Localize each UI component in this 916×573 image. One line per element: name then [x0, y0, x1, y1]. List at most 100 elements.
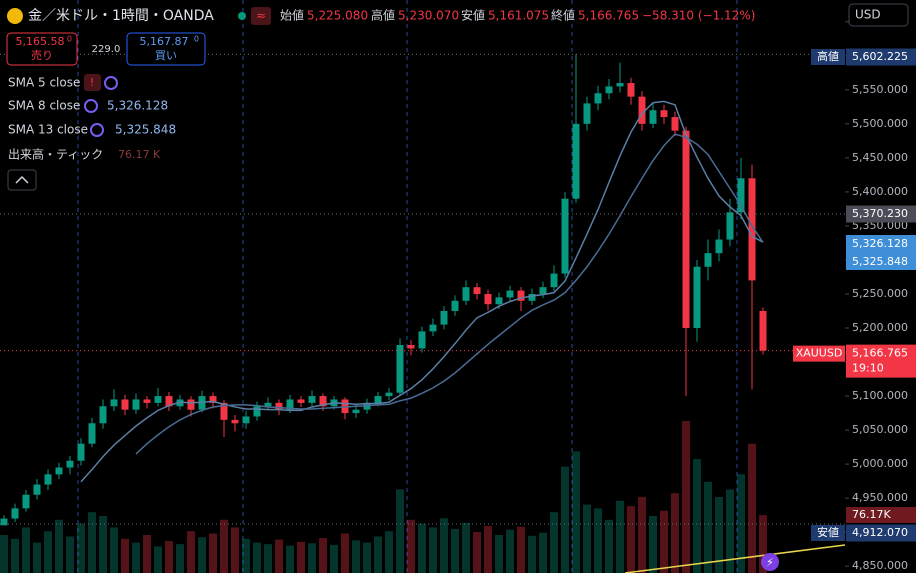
volume-bar: [341, 533, 349, 573]
volume-bar: [550, 512, 558, 573]
candle-body: [506, 290, 514, 298]
volume-bar: [594, 508, 602, 573]
low-value: 5,161.075: [488, 9, 549, 23]
volume-bar: [627, 506, 635, 573]
volume-tag-box: [846, 507, 916, 523]
volume-bar: [660, 510, 668, 573]
volume-bar: [462, 522, 470, 573]
candle-body: [605, 86, 613, 94]
candle-body: [418, 331, 426, 349]
volume-bar: [209, 533, 217, 573]
candle-body: [451, 300, 459, 311]
candle-body: [165, 396, 173, 407]
event-glyph: ⚡: [766, 556, 774, 569]
y-tick-label: 5,450.000: [852, 151, 908, 164]
volume-bar: [22, 527, 30, 573]
volume-bar: [583, 504, 591, 573]
low-tag: 4,912.070: [852, 526, 908, 539]
candle-body: [33, 484, 41, 495]
collapse-button[interactable]: [7, 169, 37, 191]
candle-body: [693, 266, 701, 329]
candle-body: [352, 409, 360, 414]
volume-bar: [242, 538, 250, 573]
high-label: 高値: [371, 8, 395, 23]
buy-button[interactable]: [126, 32, 206, 66]
volume-bar: [671, 493, 679, 573]
volume-bar: [187, 531, 195, 573]
candle-body: [649, 110, 657, 124]
market-status: [238, 12, 246, 20]
candle-body: [396, 345, 404, 393]
volume-bar: [693, 459, 701, 573]
candle-body: [561, 198, 569, 274]
warning-glyph: !: [90, 76, 94, 89]
loading-icon: [104, 76, 118, 90]
volume-bar: [330, 544, 338, 573]
candle-body: [704, 253, 712, 267]
sell-button[interactable]: [6, 32, 78, 66]
cross-tag-box: [846, 205, 916, 223]
volume-bar: [66, 536, 74, 573]
candle-body: [286, 399, 294, 410]
volume-bar: [319, 538, 327, 573]
price-axis: [845, 0, 916, 573]
volume-bar: [759, 515, 767, 573]
candle-body: [88, 423, 96, 444]
open-label: 始値: [280, 8, 304, 23]
candle-body: [671, 117, 679, 131]
candle-body: [187, 399, 195, 410]
candle-body: [583, 103, 591, 124]
candle-body: [682, 130, 690, 329]
price-tag-box: [846, 344, 916, 378]
spread: 229.0: [92, 44, 121, 55]
volume-bar: [616, 500, 624, 573]
candle-body: [627, 83, 635, 97]
symbol-icon: [7, 8, 23, 24]
candle-body: [0, 518, 8, 526]
candle-body: [22, 494, 30, 509]
volume-bar: [517, 526, 525, 573]
candle-body: [462, 287, 470, 301]
open-value: 5,225.080: [307, 9, 368, 23]
volume-bar: [407, 519, 415, 573]
volume-bar: [308, 543, 316, 573]
volume-bar: [286, 545, 294, 573]
indicator-value: 76.17 K: [118, 148, 161, 161]
sell-label: 売り: [31, 49, 53, 62]
loading-icon: [84, 99, 98, 113]
indicator-name: SMA 5 close: [8, 76, 80, 90]
volume-bar: [253, 542, 261, 573]
high-tag-label-box: [811, 49, 845, 65]
symbol-title: 金／米ドル・1時間・OANDA: [28, 8, 214, 24]
volume-bar: [605, 519, 613, 573]
volume-bar: [44, 531, 52, 573]
candle-body: [253, 406, 261, 417]
event-icon[interactable]: [761, 553, 779, 571]
volume-bar: [231, 527, 239, 573]
plot: [0, 53, 845, 573]
loading-icon: [90, 123, 104, 137]
volume-bar: [715, 497, 723, 573]
y-tick-label: 5,550.000: [852, 83, 908, 96]
candle-body: [429, 324, 437, 332]
candle-body: [715, 239, 723, 254]
price-tag: 5,166.765: [852, 347, 908, 360]
volume-bar: [429, 527, 437, 573]
volume-bar: [726, 489, 734, 573]
sma13-tag: 5,325.848: [852, 255, 908, 268]
candle-body: [121, 399, 129, 410]
y-tick-label: 5,500.000: [852, 117, 908, 130]
buy-sup: 0: [194, 35, 199, 44]
collapse-icon: [15, 175, 29, 184]
low-label: 安値: [461, 8, 485, 23]
indicator-name: SMA 13 close: [8, 123, 88, 137]
candle-body: [473, 287, 481, 294]
volume-bar: [539, 532, 547, 573]
sma-line: [135, 133, 764, 455]
volume-bar: [638, 497, 646, 573]
currency-select[interactable]: [848, 3, 909, 27]
volume-bar: [649, 516, 657, 573]
candle-body: [539, 287, 547, 294]
indicator-value: 5,326.128: [107, 99, 168, 113]
volume-bar: [418, 523, 426, 573]
